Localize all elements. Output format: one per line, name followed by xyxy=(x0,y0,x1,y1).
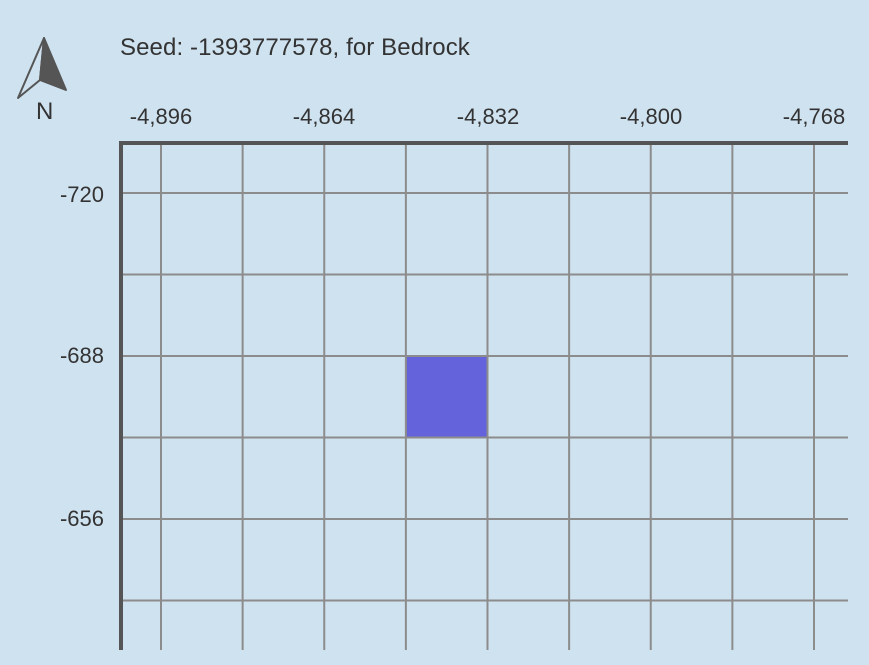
y-tick-label: -720 xyxy=(59,182,104,207)
x-tick-label: -4,896 xyxy=(129,104,193,129)
highlighted-chunk xyxy=(405,356,488,438)
compass-north-label: N xyxy=(36,98,54,125)
x-tick-label: -4,768 xyxy=(782,104,846,129)
x-tick-label: -4,864 xyxy=(292,104,356,129)
y-tick-label: -688 xyxy=(59,343,104,368)
x-tick-label: -4,832 xyxy=(456,104,520,129)
x-tick-label: -4,800 xyxy=(619,104,683,129)
y-tick-label: -656 xyxy=(59,506,104,531)
north-arrow-icon xyxy=(17,37,67,99)
seed-title: Seed: -1393777578, for Bedrock xyxy=(120,34,470,61)
